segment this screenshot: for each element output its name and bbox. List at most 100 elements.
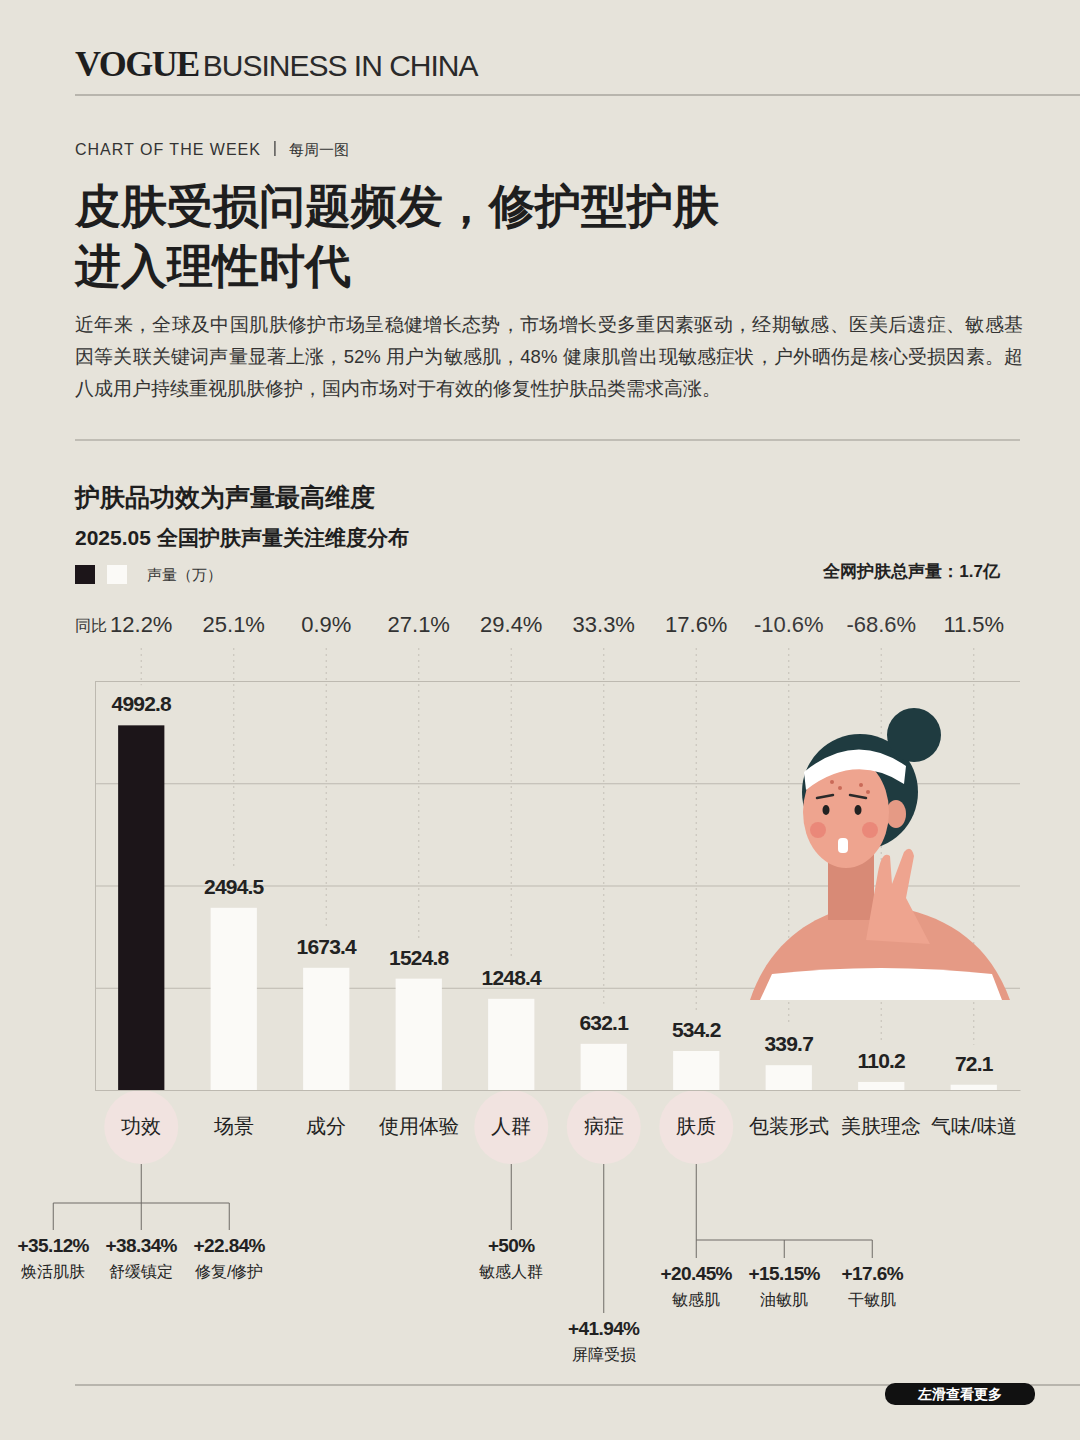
bar xyxy=(303,968,349,1090)
chart-title: 护肤品功效为声量最高维度 xyxy=(74,483,375,511)
x-tick: 场景 xyxy=(213,1115,254,1137)
yoy-value: 29.4% xyxy=(480,612,542,637)
kicker-cn: 每周一图 xyxy=(289,141,349,158)
leader-line xyxy=(511,648,512,959)
illustration-hand xyxy=(866,849,930,944)
leader-line xyxy=(326,648,327,928)
data-label: 110.2 xyxy=(858,1049,906,1072)
data-label: 632.1 xyxy=(579,1011,629,1034)
legend-swatch xyxy=(107,565,127,584)
bar xyxy=(488,999,534,1090)
kicker-separator xyxy=(274,141,275,156)
category-highlight xyxy=(104,1090,178,1164)
y-axis xyxy=(95,682,1020,1091)
x-tick-label: 使用体验 xyxy=(379,1115,459,1137)
chart-subtitle: 2025.05 全国护肤声量关注维度分布 xyxy=(75,526,409,549)
bar xyxy=(211,908,257,1090)
breakdown-value: +20.45% xyxy=(661,1263,733,1284)
category-highlight xyxy=(474,1090,548,1164)
x-tick: 功效 xyxy=(121,1115,161,1137)
breakdown-label: 油敏肌 xyxy=(760,1291,808,1308)
x-tick: 成分 xyxy=(306,1115,346,1137)
bar xyxy=(396,979,442,1090)
yoy-value: 27.1% xyxy=(388,612,450,637)
x-tick-label: 美肤理念 xyxy=(841,1115,921,1137)
illustration-ear xyxy=(886,800,906,828)
more-label: 左滑查看更多 xyxy=(917,1386,1002,1402)
breakdown-value: +15.15% xyxy=(749,1263,821,1284)
breakdown-label: 修复/修护 xyxy=(195,1263,263,1280)
more-pill xyxy=(885,1383,1035,1405)
breakdown-value: +17.6% xyxy=(842,1263,904,1284)
y-tick xyxy=(95,1090,1020,1091)
x-tick-label: 病症 xyxy=(584,1115,624,1137)
data-label: 1248.4 xyxy=(482,966,543,989)
illustration-eye xyxy=(823,805,830,815)
legend-swatch xyxy=(75,565,95,584)
yoy-value: -68.6% xyxy=(846,612,916,637)
illustration-blush xyxy=(810,822,826,838)
grid-line xyxy=(95,1090,1020,1091)
illustration-towel xyxy=(760,968,1002,1000)
breakdown-value: +50% xyxy=(488,1235,535,1256)
data-label: 1524.8 xyxy=(389,946,450,969)
bar xyxy=(673,1051,719,1090)
x-tick-label: 功效 xyxy=(121,1115,161,1137)
data-label: 1673.4 xyxy=(297,935,358,958)
header-rule xyxy=(75,95,1080,96)
tree-line xyxy=(872,1240,873,1258)
breakdown-label: 敏感人群 xyxy=(479,1263,543,1280)
leader-line xyxy=(418,648,419,939)
illustration-mouth xyxy=(838,838,848,853)
leader-line xyxy=(233,648,234,868)
tree-line xyxy=(53,1203,54,1230)
kicker: CHART OF THE WEEK xyxy=(75,141,261,158)
illustration-eye xyxy=(855,805,862,815)
data-label: 72.1 xyxy=(955,1052,994,1075)
breakdown-value: +38.34% xyxy=(106,1235,178,1256)
tree-line xyxy=(696,1240,697,1258)
bars xyxy=(118,725,997,1090)
leader-line xyxy=(603,648,604,1004)
data-label: 2494.5 xyxy=(204,875,265,898)
x-axis: 功效场景成分使用体验人群病症肤质包装形式美肤理念气味/味道 xyxy=(96,1091,1021,1138)
x-axis-line xyxy=(96,1090,1021,1091)
yoy-value: 17.6% xyxy=(665,612,727,637)
tree-line xyxy=(784,1240,785,1258)
leader-line xyxy=(696,648,697,1011)
tree-line xyxy=(141,1203,142,1230)
illustration xyxy=(750,708,1010,1000)
breakdown-label: 干敏肌 xyxy=(848,1291,896,1308)
bar xyxy=(581,1044,627,1090)
page-canvas: VOGUEBUSINESS IN CHINACHART OF THE WEEK每… xyxy=(0,0,1080,1440)
breakdown-value: +35.12% xyxy=(18,1235,90,1256)
x-tick: 气味/味道 xyxy=(931,1115,1017,1137)
breakdown-label: 敏感肌 xyxy=(672,1291,720,1308)
total-label: 全网护肤总声量：1.7亿 xyxy=(822,562,1001,581)
illustration-bun xyxy=(887,708,941,762)
illustration-spot xyxy=(859,783,863,787)
illustration-spot xyxy=(866,790,870,794)
bar xyxy=(118,725,164,1090)
yoy-value: 33.3% xyxy=(573,612,635,637)
data-label: 339.7 xyxy=(764,1032,813,1055)
legend-label: 声量（万） xyxy=(147,566,222,583)
headline: 皮肤受损问题频发，修护型护肤 xyxy=(74,181,719,232)
category-highlight xyxy=(567,1090,641,1164)
breakdown-value: +41.94% xyxy=(568,1318,640,1339)
grid-line xyxy=(95,681,1020,682)
tree-line xyxy=(229,1203,230,1230)
x-tick: 人群 xyxy=(491,1115,531,1137)
tree-line xyxy=(511,1164,512,1230)
section: BUSINESS IN CHINA xyxy=(203,49,479,82)
tree-line xyxy=(141,1164,142,1203)
divider xyxy=(75,440,1020,441)
yoy-value: 11.5% xyxy=(943,612,1004,637)
yoy-value: 0.9% xyxy=(301,612,351,637)
y-tick xyxy=(95,681,1020,682)
x-tick-label: 人群 xyxy=(491,1115,531,1137)
bar xyxy=(858,1082,904,1090)
headline: 进入理性时代 xyxy=(74,241,351,292)
illustration-blush xyxy=(862,822,878,838)
yoy-value: -10.6% xyxy=(754,612,824,637)
